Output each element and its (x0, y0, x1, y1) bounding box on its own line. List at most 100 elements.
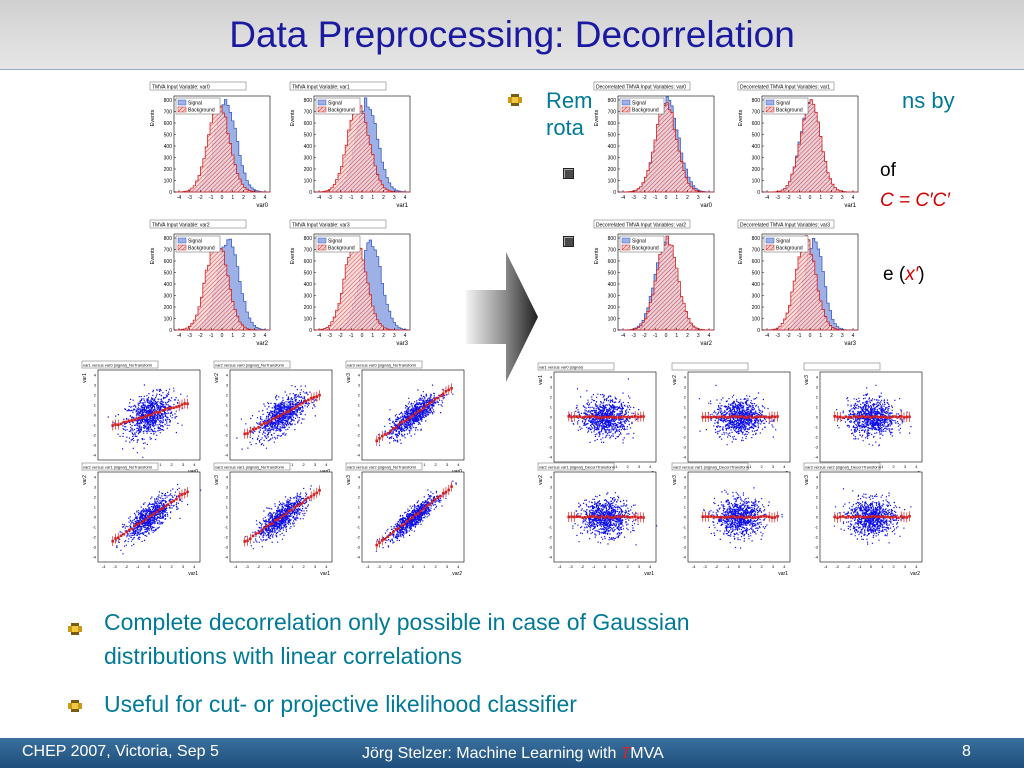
hist-ylabel: Events (594, 109, 600, 126)
scatter-xtick: 3 (446, 462, 449, 467)
hist-ytick: 800 (752, 236, 761, 242)
hist-ylabel: Events (738, 247, 744, 264)
scatter-ytick: 0 (550, 515, 553, 520)
scatter-ytick: 1 (550, 405, 553, 410)
hist-title-box (593, 81, 691, 91)
scatter-title: var2 versus var0 (signal)_NoTransform (215, 363, 285, 368)
hist-xtick: -1 (209, 333, 214, 339)
hist-xtick: 3 (697, 333, 700, 339)
profile-line (243, 485, 321, 547)
scatter-xtick: 3 (638, 464, 641, 469)
hist-ytick: 100 (304, 316, 313, 322)
hist-title-box (593, 219, 691, 229)
hist-ytick: 400 (608, 144, 617, 150)
scatter-ytick: 2 (550, 495, 553, 500)
scatter-xtick: -3 (835, 564, 839, 569)
top-bullet-line1-start: Rem (546, 88, 593, 113)
scatter-ytick: -2 (356, 433, 360, 438)
scatter-ytick: 3 (550, 385, 553, 390)
scatter-ylabel: var3 (346, 373, 352, 383)
scatter-xtick: 3 (772, 564, 775, 569)
hist-xlabel: var3 (396, 341, 408, 347)
hist-xtick: -1 (653, 195, 658, 201)
scatter-ytick: -3 (92, 545, 96, 550)
scatter-xtick: 4 (915, 564, 918, 569)
scatter-title: var1 versus var0 (signal)_NoTransform (83, 363, 153, 368)
hist-ytick: 600 (164, 121, 173, 127)
scatter-ytick: 4 (94, 373, 97, 378)
scatter-xtick: -1 (726, 564, 730, 569)
scatter-points (569, 378, 640, 444)
scatter-ytick: -3 (682, 545, 686, 550)
scatter-ytick: -1 (356, 525, 360, 530)
scatter-ylabel: var2 (538, 475, 544, 485)
scatter-ytick: 3 (226, 383, 229, 388)
scatter-ytick: -4 (814, 555, 818, 560)
hist-xtick: 0 (361, 333, 364, 339)
hist-ylabel: Events (290, 247, 296, 264)
sub-bullet-2-tail: e (x′) (883, 264, 925, 286)
hist-xtick: 3 (697, 195, 700, 201)
scatter-panel: var3 versus var1 (signal)_NoTransform -4 -… (213, 462, 333, 577)
tmva-logo-rest: MVA (630, 745, 664, 762)
scatter-xtick: 1 (615, 564, 618, 569)
scatter-ytick: -2 (682, 435, 686, 440)
scatter-ytick: -3 (682, 445, 686, 450)
hist-ylabel: Events (738, 109, 744, 126)
hist-ytick: 500 (752, 270, 761, 276)
arrow-right-icon (466, 252, 538, 382)
scatter-ytick: 2 (94, 393, 97, 398)
hist-xtick: 0 (221, 333, 224, 339)
scatter-xtick: 1 (291, 462, 294, 467)
scatter-xtick: 4 (649, 564, 652, 569)
hist-xtick: -4 (177, 333, 182, 339)
scatter-ytick: -4 (224, 453, 228, 458)
scatter-ytick: 1 (226, 403, 229, 408)
scatter-panel: var3 versus var2 (signal)_NoTransform -4 -… (345, 462, 465, 577)
legend-background: Background (328, 246, 355, 252)
scatter-ytick: 4 (684, 475, 687, 480)
hist-ytick: 100 (608, 316, 617, 322)
scatter-ylabel: var2 (672, 375, 678, 385)
scatter-xtick: 2 (627, 464, 630, 469)
scatter-ytick: 2 (358, 393, 361, 398)
hist-xtick: -4 (765, 333, 770, 339)
scatter-xlabel: var1 (320, 571, 330, 577)
scatter-xtick: -1 (858, 564, 862, 569)
scatter-xtick: 0 (870, 564, 873, 569)
scatter-ytick: -3 (814, 445, 818, 450)
hist-title: Decorrelated TMVA Input Variables: var1 (740, 85, 830, 91)
hist-xtick: 1 (675, 195, 678, 201)
scatter-ytick: 0 (684, 515, 687, 520)
bullet-icon (68, 623, 82, 635)
scatter-ytick: -2 (92, 433, 96, 438)
scatter-xtick: 4 (193, 462, 196, 467)
scatter-panel: var1 versus var0 (signal)-4-4-3-3-2-2-1-… (537, 362, 657, 477)
scatter-title: var3 versus var1 (signal)_NoTransform (215, 465, 285, 470)
hist-xtick: 1 (231, 333, 234, 339)
sub-bullet-icon (563, 168, 574, 179)
hist-xlabel: var1 (396, 203, 408, 209)
sub-bullet-1-formula: C = C′C′ (880, 190, 950, 211)
scatter-xtick: -3 (245, 564, 249, 569)
hist-legend (619, 235, 665, 253)
hist-xtick: 2 (242, 195, 245, 201)
scatter-ytick: 2 (94, 495, 97, 500)
scatter-ytick: -4 (682, 455, 686, 460)
hist-title-box (289, 219, 387, 229)
scatter-xtick: -2 (715, 564, 719, 569)
hist-xtick: 4 (404, 195, 407, 201)
hist-xtick: 4 (404, 333, 407, 339)
scatter-ylabel: var2 (214, 373, 220, 383)
scatter-title-box (81, 462, 159, 471)
sub-bullet-2-prefix: e ( (883, 264, 906, 285)
scatter-ytick: -3 (224, 545, 228, 550)
hist-ylabel: Events (150, 247, 156, 264)
hist-ytick: 400 (608, 282, 617, 288)
hist-xlabel: var2 (700, 341, 712, 347)
hist-xtick: -1 (797, 195, 802, 201)
scatter-ytick: -4 (548, 555, 552, 560)
scatter-xtick: -1 (592, 564, 596, 569)
hist-xlabel: var0 (256, 203, 268, 209)
title-bar (0, 0, 1024, 70)
